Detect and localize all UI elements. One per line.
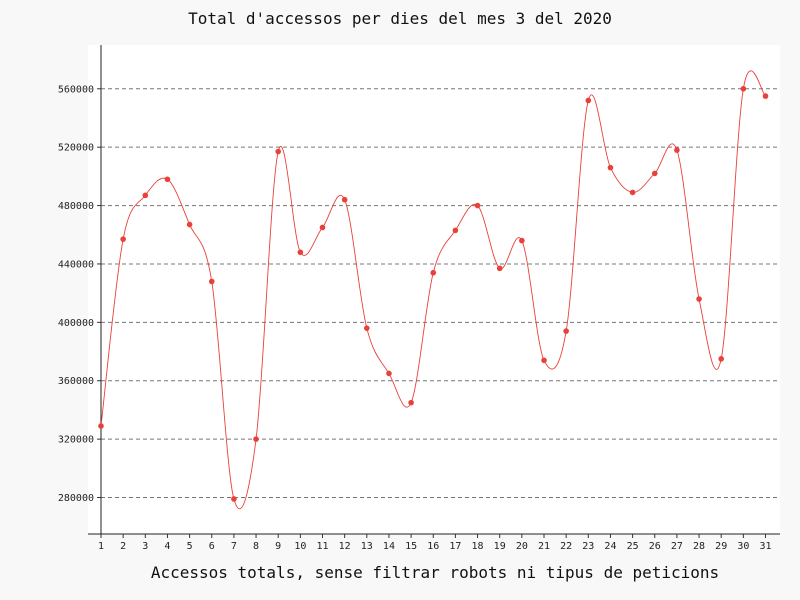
data-point [142,192,149,199]
x-tick-label: 6 [209,541,215,552]
data-point [629,189,636,196]
y-tick-label: 520000 [58,143,94,154]
y-tick-label: 560000 [58,84,94,95]
data-point [297,249,304,256]
data-point [696,296,702,302]
x-tick-label: 10 [294,541,306,552]
data-point [740,85,747,92]
x-tick-label: 20 [516,541,528,552]
x-tick-label: 29 [715,541,727,552]
data-point [496,265,503,272]
data-point [253,436,259,442]
data-point [186,221,193,228]
x-tick-label: 7 [231,541,237,552]
x-tick-label: 19 [494,541,506,552]
y-tick-label: 400000 [58,318,94,329]
data-point [164,176,171,183]
data-point [718,356,724,362]
data-point [364,325,370,331]
data-point [452,227,459,234]
x-tick-label: 18 [472,541,484,552]
x-tick-label: 23 [582,541,594,552]
y-tick-label: 480000 [58,201,94,212]
y-tick-label: 320000 [58,435,94,446]
data-point [275,148,282,155]
data-point [762,93,769,99]
x-tick-label: 21 [538,541,550,552]
data-point [430,269,437,276]
x-tick-label: 27 [671,541,683,552]
data-point [231,496,237,502]
data-point [208,278,215,285]
x-tick-label: 13 [361,541,373,552]
data-point [474,202,481,209]
x-tick-label: 31 [759,541,771,552]
x-tick-label: 17 [449,541,461,552]
data-point [585,97,592,104]
x-tick-label: 16 [427,541,439,552]
y-tick-label: 280000 [58,493,94,504]
x-tick-label: 22 [560,541,572,552]
plot-background [88,45,780,534]
data-point [341,196,348,203]
x-tick-label: 3 [142,541,148,552]
x-tick-label: 12 [339,541,351,552]
data-point [386,370,392,377]
x-tick-label: 11 [316,541,328,552]
data-point [408,399,414,406]
x-tick-label: 24 [604,541,616,552]
data-point [120,236,126,242]
data-point [651,170,658,177]
data-point [563,328,569,334]
x-tick-label: 4 [164,541,170,552]
data-point [98,423,104,429]
x-tick-label: 28 [693,541,705,552]
x-tick-label: 5 [187,541,193,552]
x-tick-label: 2 [120,541,126,552]
x-tick-label: 15 [405,541,417,552]
chart-title: Total d'accessos per dies del mes 3 del … [188,9,612,28]
x-tick-label: 30 [737,541,749,552]
data-point [674,147,680,153]
data-point [607,164,614,171]
x-tick-label: 8 [253,541,259,552]
x-tick-label: 26 [649,541,661,552]
data-point [519,237,525,244]
x-tick-label: 25 [627,541,639,552]
x-tick-label: 1 [98,541,104,552]
y-tick-label: 440000 [58,259,94,270]
data-point [319,224,326,231]
y-tick-label: 360000 [58,376,94,387]
x-axis-label: Accessos totals, sense filtrar robots ni… [150,563,720,582]
data-point [541,357,547,364]
x-tick-label: 9 [275,541,281,552]
x-tick-label: 14 [383,541,395,552]
